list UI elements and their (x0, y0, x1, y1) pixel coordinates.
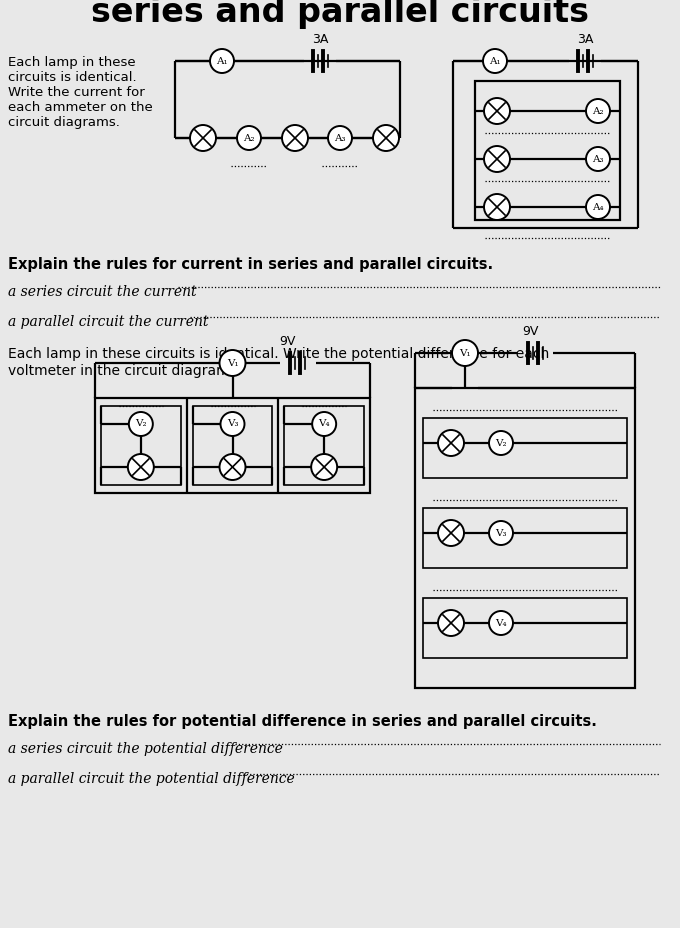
Text: V₁: V₁ (459, 348, 471, 357)
Text: V₂: V₂ (495, 438, 507, 447)
Text: V₄: V₄ (495, 618, 507, 626)
Circle shape (312, 413, 336, 436)
Circle shape (489, 612, 513, 636)
Text: circuits is identical.: circuits is identical. (8, 71, 137, 84)
Text: A₁: A₁ (216, 57, 228, 66)
Circle shape (129, 413, 153, 436)
Text: Each lamp in these: Each lamp in these (8, 56, 135, 69)
Bar (415, 389, 635, 689)
Circle shape (586, 148, 610, 172)
Text: A₂: A₂ (243, 134, 255, 142)
Circle shape (586, 196, 610, 220)
Text: 3A: 3A (577, 33, 593, 46)
Text: A₄: A₄ (592, 202, 604, 212)
Text: voltmeter in the circuit diagrams.: voltmeter in the circuit diagrams. (8, 364, 241, 378)
Circle shape (438, 521, 464, 547)
Circle shape (220, 351, 245, 377)
Circle shape (489, 432, 513, 456)
Circle shape (438, 611, 464, 637)
Bar (192, 406, 272, 485)
Circle shape (220, 413, 245, 436)
Circle shape (128, 455, 154, 481)
Text: V₃: V₃ (226, 419, 238, 428)
Bar (423, 599, 627, 658)
Circle shape (438, 431, 464, 457)
Text: a parallel circuit the potential difference: a parallel circuit the potential differe… (8, 771, 294, 785)
Text: series and parallel circuits: series and parallel circuits (91, 0, 589, 29)
Text: a series circuit the potential difference: a series circuit the potential differenc… (8, 741, 283, 755)
Text: Each lamp in these circuits is identical. Write the potential difference for eac: Each lamp in these circuits is identical… (8, 347, 549, 361)
Circle shape (484, 147, 510, 173)
Circle shape (237, 127, 261, 151)
Text: each ammeter on the: each ammeter on the (8, 101, 153, 114)
Circle shape (489, 522, 513, 546)
Text: Explain the rules for potential difference in series and parallel circuits.: Explain the rules for potential differen… (8, 714, 597, 728)
Text: a parallel circuit the current: a parallel circuit the current (8, 315, 209, 329)
Text: 3A: 3A (312, 33, 328, 46)
Text: A₁: A₁ (489, 57, 500, 66)
Text: V₁: V₁ (226, 358, 238, 367)
Circle shape (483, 50, 507, 74)
Circle shape (586, 100, 610, 123)
Text: a series circuit the current: a series circuit the current (8, 285, 197, 299)
Circle shape (311, 455, 337, 481)
Bar (95, 398, 370, 494)
Text: 9V: 9V (522, 325, 538, 338)
Text: 9V: 9V (279, 335, 296, 348)
Circle shape (190, 126, 216, 152)
Circle shape (484, 99, 510, 125)
Text: A₂: A₂ (592, 107, 604, 115)
Circle shape (282, 126, 308, 152)
Text: Write the current for: Write the current for (8, 86, 145, 99)
Text: V₄: V₄ (318, 419, 330, 428)
Circle shape (452, 341, 478, 367)
Circle shape (220, 455, 245, 481)
Circle shape (373, 126, 399, 152)
Circle shape (210, 50, 234, 74)
Text: circuit diagrams.: circuit diagrams. (8, 116, 120, 129)
Text: V₂: V₂ (135, 419, 147, 428)
Bar (284, 406, 364, 485)
Text: A₃: A₃ (592, 154, 604, 163)
Text: Explain the rules for current in series and parallel circuits.: Explain the rules for current in series … (8, 257, 493, 272)
Bar (423, 419, 627, 479)
Circle shape (328, 127, 352, 151)
Bar (101, 406, 181, 485)
Text: A₃: A₃ (335, 134, 345, 142)
Circle shape (484, 195, 510, 221)
Text: V₃: V₃ (495, 528, 507, 537)
Bar (423, 509, 627, 568)
Bar (475, 82, 620, 221)
